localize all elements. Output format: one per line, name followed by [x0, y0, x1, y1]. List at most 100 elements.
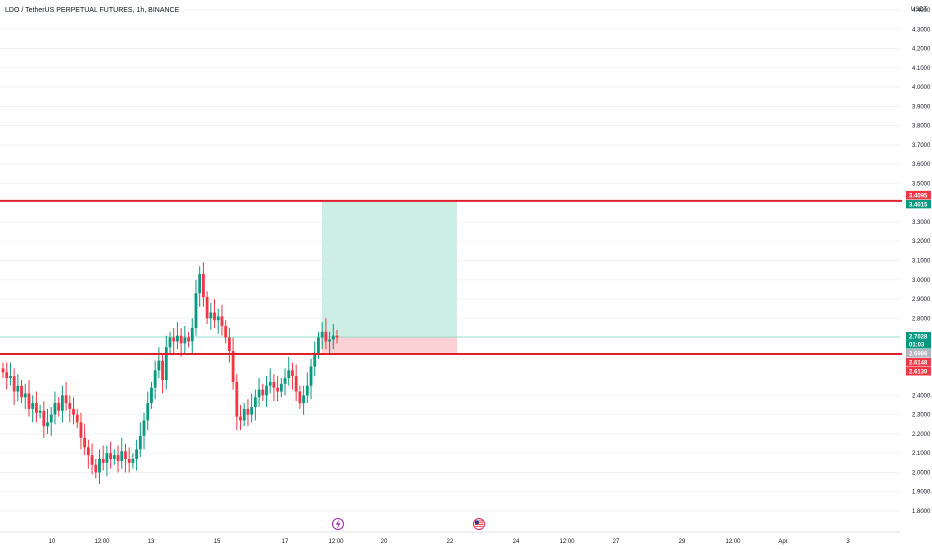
candle-body [75, 414, 79, 423]
candle-body [227, 337, 231, 352]
candle-body [27, 393, 31, 409]
candle-body [127, 458, 131, 463]
candle-body [116, 455, 120, 461]
candle-body [298, 391, 302, 404]
price-badge [906, 340, 931, 349]
target-zone[interactable] [322, 200, 457, 338]
candle-body [239, 416, 242, 421]
candle-body [57, 403, 61, 411]
price-tick-label: 2.9000 [912, 297, 931, 303]
price-tick-label: 4.4000 [912, 8, 931, 14]
candle-body [309, 366, 313, 386]
candle-body [86, 447, 90, 456]
candle-body [335, 335, 339, 338]
candle-body [16, 385, 20, 392]
candle-body [105, 453, 109, 463]
candle-body [153, 370, 157, 388]
position-zones [0, 200, 900, 354]
event-markers[interactable] [332, 518, 485, 530]
candle-body [187, 337, 190, 342]
price-tick-label: 3.5000 [912, 181, 931, 187]
candle-body [131, 458, 135, 463]
candle-body [231, 351, 235, 382]
horizontal-levels[interactable] [0, 199, 902, 355]
candle-body [242, 408, 246, 421]
price-tick-label: 4.1000 [912, 66, 931, 72]
candle-body [202, 273, 205, 298]
price-tick-label: 3.9000 [912, 104, 931, 110]
candle-body [176, 335, 179, 342]
candle-body [317, 337, 320, 353]
candle-body [287, 370, 291, 379]
price-tick-label: 1.8000 [912, 509, 931, 515]
candle-body [283, 378, 287, 384]
candle-body [72, 408, 75, 415]
price-axis-currency: USDT [911, 7, 928, 13]
price-tick-label: 3.3000 [912, 220, 931, 226]
time-tick-label: Apr [778, 539, 787, 545]
candle-body [53, 403, 57, 415]
price-badge-label: 3.4095 [909, 193, 928, 199]
candle-body [83, 437, 87, 448]
price-badge-label: 2.6148 [909, 360, 928, 366]
candle-body [183, 337, 187, 344]
candle-body [109, 453, 113, 459]
price-badge-label: 01:03 [909, 343, 925, 349]
candle-body [331, 335, 335, 340]
candle-body [320, 331, 324, 338]
candle-body [291, 370, 294, 377]
candle-body [213, 312, 216, 321]
candle-body [150, 387, 153, 404]
time-tick-label: 13 [148, 539, 155, 545]
price-tick-label: 4.0000 [912, 85, 931, 91]
time-tick-label: 12:00 [328, 539, 344, 545]
time-tick-label: 12:00 [725, 539, 741, 545]
candle-body [265, 385, 268, 396]
candle-body [1, 368, 5, 373]
lightning-icon[interactable] [332, 518, 344, 530]
time-tick-label: 29 [679, 539, 686, 545]
price-badge [906, 190, 931, 200]
us-flag-icon[interactable] [473, 518, 485, 530]
candle-body [68, 403, 72, 409]
price-badge [906, 349, 931, 358]
price-tick-label: 1.9000 [912, 490, 931, 496]
candle-body [328, 339, 331, 342]
candle-body [168, 337, 172, 348]
candle-body [9, 376, 12, 379]
candle-body [101, 458, 105, 463]
price-badge-label: 3.4015 [909, 202, 928, 208]
price-tick-label: 3.0000 [912, 278, 931, 284]
price-axis[interactable]: USDT 4.4000 4.3000 4.2000 4.1000 4.0000 3.900… [911, 7, 931, 515]
price-tick-label: 2.3000 [912, 413, 931, 419]
candle-body [146, 403, 150, 421]
candle-body [135, 449, 138, 459]
time-tick-label: 12:00 [559, 539, 575, 545]
candle-body [324, 331, 328, 342]
time-axis[interactable]: 10 12:00 13 15 17 12:00 20 22 24 12:00 27 29 12:00 Ap… [0, 531, 900, 545]
price-badge [906, 357, 931, 367]
candle-body [60, 395, 64, 411]
candles [1, 262, 339, 485]
price-tick-label: 2.1000 [912, 451, 931, 457]
candle-body [5, 372, 9, 379]
candle-body [120, 451, 124, 461]
candle-body [172, 337, 176, 342]
price-tick-label: 3.8000 [912, 124, 931, 130]
candle-body [253, 397, 257, 407]
candle-body [205, 297, 209, 319]
candle-body [209, 312, 213, 319]
time-tick-label: 17 [282, 539, 289, 545]
candle-body [138, 435, 142, 450]
stop-zone[interactable] [322, 337, 457, 354]
candle-body [235, 381, 239, 417]
candle-body [90, 455, 94, 465]
candle-body [35, 403, 38, 413]
price-tick-label: 2.2000 [912, 432, 931, 438]
time-tick-label: 15 [214, 539, 221, 545]
candle-body [20, 385, 23, 398]
candle-body [190, 327, 194, 342]
